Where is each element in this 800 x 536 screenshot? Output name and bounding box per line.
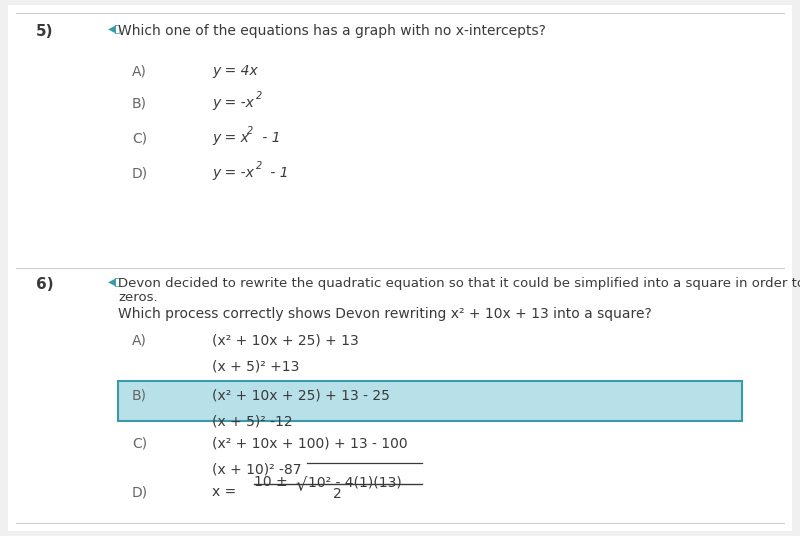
Text: x =: x = xyxy=(212,485,241,499)
Text: B): B) xyxy=(132,389,147,403)
Text: y = x: y = x xyxy=(212,131,249,145)
Text: ◀⦿: ◀⦿ xyxy=(108,24,122,34)
Text: - 1: - 1 xyxy=(258,131,280,145)
Text: (x² + 10x + 25) + 13 - 25: (x² + 10x + 25) + 13 - 25 xyxy=(212,389,390,403)
Text: 5): 5) xyxy=(36,24,54,39)
Text: Which process correctly shows Devon rewriting x² + 10x + 13 into a square?: Which process correctly shows Devon rewr… xyxy=(118,307,652,321)
Text: (x + 10)² -87: (x + 10)² -87 xyxy=(212,463,302,477)
Text: 2: 2 xyxy=(334,487,342,501)
Text: y = -x: y = -x xyxy=(212,166,254,180)
Text: 10² - 4(1)(13): 10² - 4(1)(13) xyxy=(308,475,402,489)
Text: 2: 2 xyxy=(247,126,254,136)
Text: (x + 5)² +13: (x + 5)² +13 xyxy=(212,359,299,373)
Text: zeros.: zeros. xyxy=(118,291,158,303)
Text: A): A) xyxy=(132,333,147,347)
Text: 10 ±: 10 ± xyxy=(254,475,292,489)
Text: B): B) xyxy=(132,96,147,110)
Text: y = -x: y = -x xyxy=(212,96,254,110)
Text: A): A) xyxy=(132,64,147,78)
Text: C): C) xyxy=(132,131,147,145)
Text: (x + 5)² -12: (x + 5)² -12 xyxy=(212,414,293,428)
Text: Which one of the equations has a graph with no x-intercepts?: Which one of the equations has a graph w… xyxy=(118,24,546,38)
Text: (x² + 10x + 100) + 13 - 100: (x² + 10x + 100) + 13 - 100 xyxy=(212,437,408,451)
Text: C): C) xyxy=(132,437,147,451)
Text: Devon decided to rewrite the quadratic equation so that it could be simplified i: Devon decided to rewrite the quadratic e… xyxy=(118,277,800,289)
Text: - 1: - 1 xyxy=(266,166,289,180)
Text: 6): 6) xyxy=(36,277,54,292)
Text: D): D) xyxy=(132,485,148,499)
Text: ◀⦿: ◀⦿ xyxy=(108,277,122,287)
Text: y = 4x: y = 4x xyxy=(212,64,258,78)
Text: (x² + 10x + 25) + 13: (x² + 10x + 25) + 13 xyxy=(212,333,358,347)
Text: D): D) xyxy=(132,166,148,180)
Bar xyxy=(118,381,742,421)
Text: 2: 2 xyxy=(256,161,262,171)
Text: 2: 2 xyxy=(256,91,262,101)
Text: √: √ xyxy=(295,477,306,495)
